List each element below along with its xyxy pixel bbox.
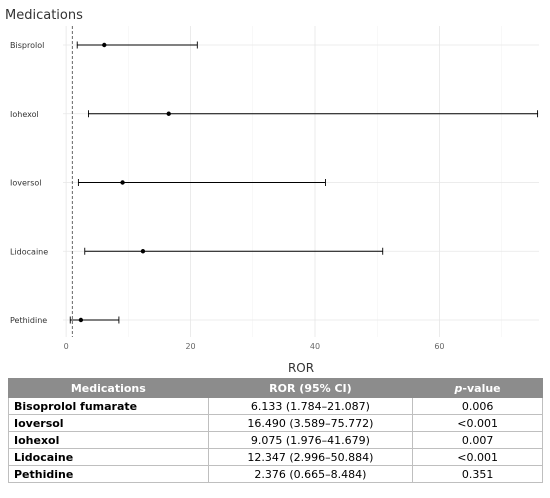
cell-p-value: <0.001 [412, 414, 543, 432]
category-label: Lidocaine [10, 247, 48, 256]
header-p-italic: p [454, 381, 463, 395]
x-tick-label: 40 [310, 342, 320, 351]
category-label: Ioversol [10, 179, 41, 188]
results-table: Medications ROR (95% CI) p-value Bisopro… [8, 378, 543, 483]
cell-p-value: 0.006 [412, 397, 543, 415]
table-row: Bisoprolol fumarate 6.133 (1.784–21.087) 0… [8, 397, 543, 415]
cell-ror-ci: 12.347 (2.996–50.884) [207, 448, 414, 466]
cell-ror-ci: 2.376 (0.665–8.484) [207, 465, 414, 483]
cell-medication: Lidocaine [8, 448, 209, 466]
category-label: Pethidine [10, 316, 47, 325]
table-row: Iohexol 9.075 (1.976–41.679) 0.007 [8, 431, 543, 449]
cell-p-value: <0.001 [412, 448, 543, 466]
category-labels: Bisprolol Iohexol Ioversol Lidocaine Pethidi… [10, 41, 48, 325]
cell-medication: Ioversol [8, 414, 209, 432]
x-tick-label: 0 [64, 342, 69, 351]
cell-medication: Iohexol [8, 431, 209, 449]
cell-ror-ci: 6.133 (1.784–21.087) [207, 397, 414, 415]
header-medications: Medications [8, 378, 209, 398]
cell-medication: Pethidine [8, 465, 209, 483]
table-header-row: Medications ROR (95% CI) p-value [8, 378, 543, 398]
estimate-point [140, 249, 146, 254]
table-row: Pethidine 2.376 (0.665–8.484) 0.351 [8, 465, 543, 483]
x-tick-labels: 0 20 40 60 [64, 342, 445, 351]
cell-p-value: 0.351 [412, 465, 543, 483]
cell-p-value: 0.007 [412, 431, 543, 449]
cell-ror-ci: 16.490 (3.589–75.772) [207, 414, 414, 432]
table-row: Ioversol 16.490 (3.589–75.772) <0.001 [8, 414, 543, 432]
ci-marks [69, 41, 539, 324]
cell-medication: Bisoprolol fumarate [8, 397, 209, 415]
header-p-rest: -value [462, 381, 501, 395]
x-tick-label: 20 [185, 342, 195, 351]
estimate-point [166, 111, 171, 116]
estimate-point [102, 42, 107, 48]
category-label: Iohexol [10, 110, 39, 119]
cell-ror-ci: 9.075 (1.976–41.679) [207, 431, 414, 449]
plot-panel [63, 26, 539, 337]
estimate-point [120, 180, 125, 185]
x-tick-label: 60 [434, 342, 444, 351]
header-ror: ROR (95% CI) [207, 378, 414, 398]
header-p-value: p-value [412, 378, 543, 398]
facet-title: Medications [5, 8, 83, 23]
x-axis-title: ROR [288, 361, 314, 375]
forest-plot: Medications Bisprolol Iohexol Ioversol Lido… [5, 8, 539, 375]
table-row: Lidocaine 12.347 (2.996–50.884) <0.001 [8, 448, 543, 466]
estimate-point [78, 317, 84, 323]
table-body: Bisoprolol fumarate 6.133 (1.784–21.087) 0… [8, 397, 543, 483]
category-label: Bisprolol [10, 41, 44, 50]
